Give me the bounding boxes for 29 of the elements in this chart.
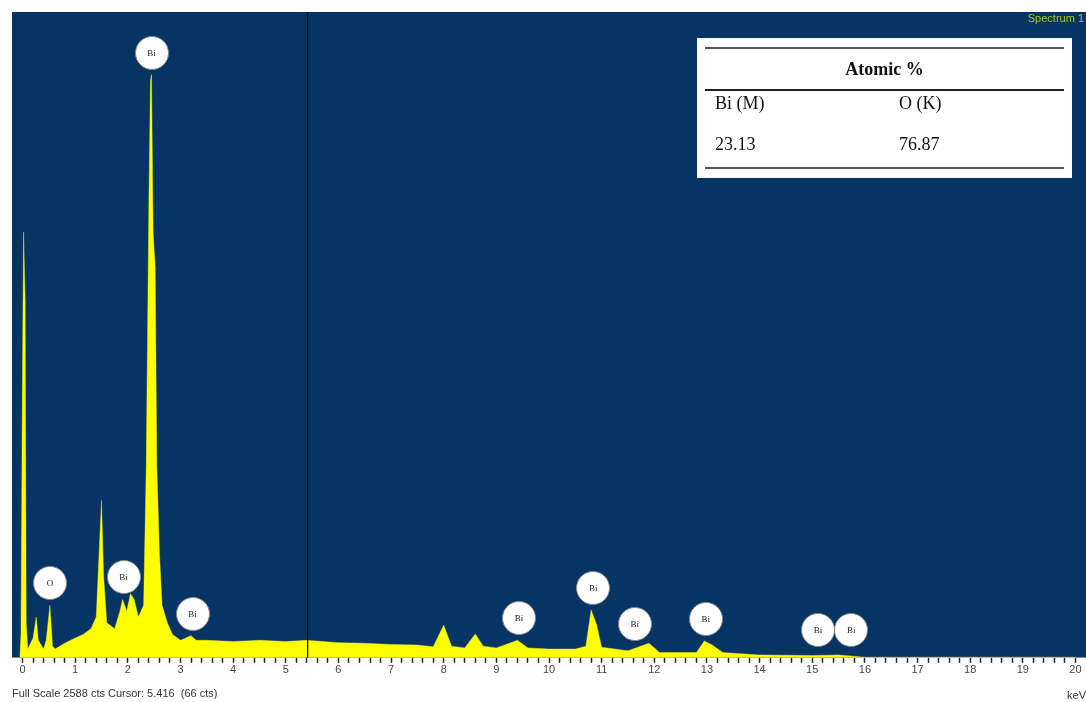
- x-tick-label: 7: [388, 663, 395, 676]
- x-tick-label: 20: [1069, 663, 1082, 676]
- x-tick-label: 6: [335, 663, 342, 676]
- x-tick-label: 10: [542, 663, 556, 676]
- x-tick-label: 15: [806, 663, 819, 676]
- x-tick-label: 9: [493, 663, 500, 676]
- x-tick-label: 3: [177, 663, 184, 676]
- x-tick-label: 19: [1016, 663, 1029, 676]
- text: Spectrum 1: [1027, 12, 1084, 24]
- x-tick-label: 13: [700, 663, 714, 676]
- x-tick-label: 17: [911, 663, 924, 676]
- annotation: Bi (M): [715, 93, 765, 114]
- x-tick-label: 1: [72, 663, 79, 676]
- annotation: 23.13: [715, 134, 756, 155]
- x-tick-label: 2: [124, 663, 131, 676]
- x-tick-label: 18: [964, 663, 977, 676]
- x-tick-label: 16: [858, 663, 872, 676]
- text: Full Scale 2588 cts Cursor: 5.416 (66 cts): [12, 687, 218, 699]
- x-tick-label: 4: [230, 663, 237, 676]
- x-tick-label: 5: [282, 663, 289, 676]
- annotation: 76.87: [899, 134, 940, 155]
- annotation: Atomic %: [705, 47, 1064, 91]
- x-tick-label: 12: [648, 663, 661, 676]
- x-tick-label: 0: [19, 663, 26, 676]
- x-tick-label: 11: [595, 663, 608, 676]
- x-tick-label: 8: [440, 663, 447, 676]
- annotation: O (K): [899, 93, 942, 114]
- x-axis-title: keV: [1067, 689, 1086, 701]
- x-tick-label: 14: [753, 663, 766, 676]
